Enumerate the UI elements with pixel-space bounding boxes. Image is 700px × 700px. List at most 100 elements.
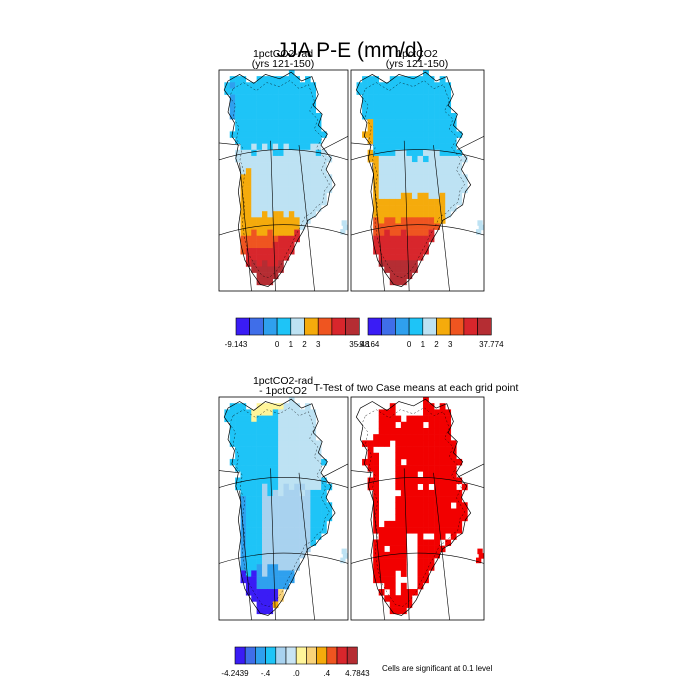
map-cell <box>256 589 263 596</box>
map-cell <box>299 125 306 132</box>
map-cell <box>267 558 274 565</box>
map-cell <box>288 241 295 249</box>
map-cell <box>428 415 435 423</box>
map-cell <box>395 446 402 454</box>
map-cell <box>288 198 295 206</box>
map-cell <box>445 539 452 546</box>
map-cell <box>262 174 268 181</box>
map-cell <box>315 496 322 503</box>
map-cell <box>245 162 252 169</box>
map-cell <box>450 465 457 472</box>
map-cell <box>417 235 424 243</box>
map-cell <box>456 514 463 522</box>
map-cell <box>411 266 418 273</box>
map-cell <box>278 595 284 602</box>
map-cell <box>378 211 385 218</box>
map-cell <box>428 180 435 187</box>
map-cell <box>278 415 284 423</box>
map-cell <box>423 119 429 126</box>
map-cell <box>395 229 402 237</box>
map-cell <box>395 198 402 206</box>
map-cell <box>256 106 263 114</box>
map-cell <box>400 527 407 534</box>
map-cell <box>267 180 274 187</box>
map-cell <box>411 471 418 478</box>
map-cell <box>278 434 284 441</box>
map-cell <box>251 558 257 565</box>
map-cell <box>373 465 380 472</box>
map-cell <box>321 162 327 169</box>
map-cell <box>262 545 268 553</box>
map-cell <box>417 564 424 571</box>
map-cell <box>283 545 290 553</box>
map-cell <box>445 100 452 108</box>
map-cell <box>417 545 424 553</box>
map-cell <box>305 106 311 114</box>
map-cell <box>294 217 300 224</box>
map-cell <box>411 205 418 212</box>
colorbar-label: 2 <box>434 340 439 349</box>
map-cell <box>267 403 274 410</box>
map-cell <box>362 100 368 108</box>
map-cell <box>256 427 263 435</box>
map-cell <box>272 131 279 138</box>
map-cell <box>272 440 279 447</box>
map-cell <box>288 112 295 120</box>
map-cell <box>456 162 463 169</box>
map-cell <box>256 131 263 138</box>
map-cell <box>240 421 247 429</box>
map-cell <box>456 149 463 157</box>
map-cell <box>251 248 257 255</box>
map-cell <box>267 149 274 157</box>
island-cell <box>341 220 347 226</box>
map-cell <box>235 88 241 95</box>
map-cell <box>378 143 385 151</box>
map-cell <box>378 545 385 553</box>
map-cell <box>267 477 274 485</box>
map-cell <box>439 180 446 187</box>
map-cell <box>434 112 440 120</box>
map-cell <box>423 205 429 212</box>
map-cell <box>294 94 300 101</box>
map-cell <box>439 174 446 181</box>
map-cell <box>423 76 429 83</box>
map-cell <box>272 489 279 497</box>
map-cell <box>423 570 429 577</box>
map-cell <box>267 248 274 255</box>
map-cell <box>378 137 385 144</box>
map-cell <box>278 558 284 565</box>
map-cell <box>378 131 385 138</box>
map-cell <box>251 434 257 441</box>
map-cell <box>445 471 452 478</box>
map-cell <box>378 217 385 224</box>
map-cell <box>315 477 322 485</box>
map-cell <box>428 520 435 528</box>
map-cell <box>235 434 241 441</box>
map-cell <box>283 186 290 194</box>
map-cell <box>256 545 263 553</box>
map-cell <box>267 254 274 261</box>
map-cell <box>406 241 413 249</box>
map-cell <box>417 88 424 95</box>
map-cell <box>450 192 457 200</box>
map-cell <box>251 211 257 218</box>
map-cell <box>373 100 380 108</box>
colorbar-swatch <box>346 646 358 665</box>
map-cell <box>434 137 440 144</box>
map-cell <box>305 94 311 101</box>
map-cell <box>251 446 257 454</box>
colorbar-swatch <box>306 646 317 665</box>
map-cell <box>288 520 295 528</box>
map-cell <box>378 248 385 255</box>
map-cell <box>278 125 284 132</box>
map-cell <box>310 427 317 435</box>
map-cell <box>406 119 413 126</box>
map-cell <box>406 106 413 114</box>
map-cell <box>389 564 396 571</box>
map-cell <box>445 502 452 509</box>
graticule-latitude <box>219 224 348 236</box>
map-cell <box>384 564 391 571</box>
map-cell <box>240 576 247 584</box>
map-cell <box>400 162 407 169</box>
map-cell <box>288 489 295 497</box>
